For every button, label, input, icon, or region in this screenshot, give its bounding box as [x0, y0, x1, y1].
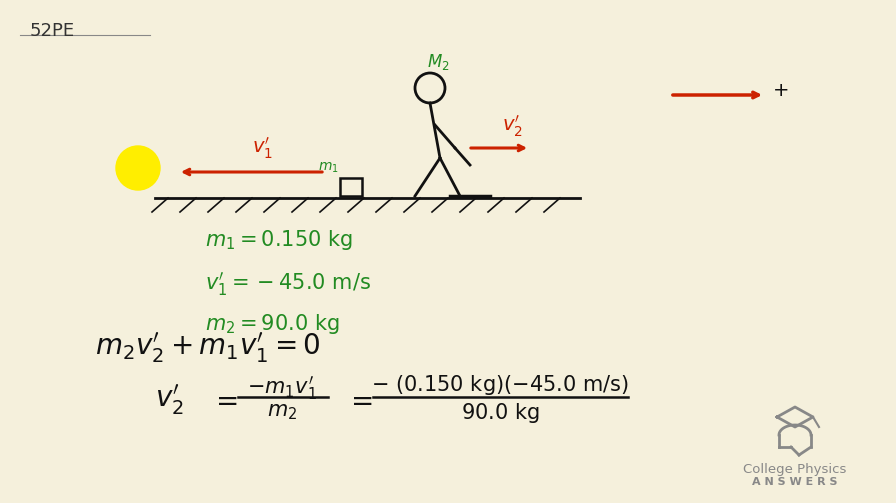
Text: $v_1'$: $v_1'$ — [252, 135, 272, 161]
Text: $v_2'$: $v_2'$ — [502, 113, 522, 139]
Text: $-m_1 v_1'$: $-m_1 v_1'$ — [247, 374, 317, 402]
Text: $M_2$: $M_2$ — [426, 52, 449, 72]
Text: $90.0\ \mathrm{kg}$: $90.0\ \mathrm{kg}$ — [461, 401, 539, 425]
Text: $m_2$: $m_2$ — [267, 402, 297, 422]
Text: $=$: $=$ — [210, 386, 237, 414]
Text: $m_2 v_2' + m_1 v_1' = 0$: $m_2 v_2' + m_1 v_1' = 0$ — [95, 330, 321, 365]
Text: A N S W E R S: A N S W E R S — [753, 477, 838, 487]
Text: 52PE: 52PE — [30, 22, 75, 40]
Text: $m_1 = 0.150\ \mathrm{kg}$: $m_1 = 0.150\ \mathrm{kg}$ — [205, 228, 353, 252]
Text: $v_1' = -45.0\ \mathrm{m/s}$: $v_1' = -45.0\ \mathrm{m/s}$ — [205, 270, 371, 298]
Text: College Physics: College Physics — [744, 463, 847, 476]
Text: $v_2'$: $v_2'$ — [155, 383, 184, 417]
Text: $=$: $=$ — [345, 386, 373, 414]
Text: $m_1$: $m_1$ — [317, 161, 339, 175]
Text: $m_2 = 90.0\ \mathrm{kg}$: $m_2 = 90.0\ \mathrm{kg}$ — [205, 312, 340, 336]
Circle shape — [116, 146, 160, 190]
Text: +: + — [773, 80, 789, 100]
Text: $-\ (0.150\ \mathrm{kg})(-45.0\ \mathrm{m/s})$: $-\ (0.150\ \mathrm{kg})(-45.0\ \mathrm{… — [371, 373, 629, 397]
Bar — [340, 178, 362, 196]
